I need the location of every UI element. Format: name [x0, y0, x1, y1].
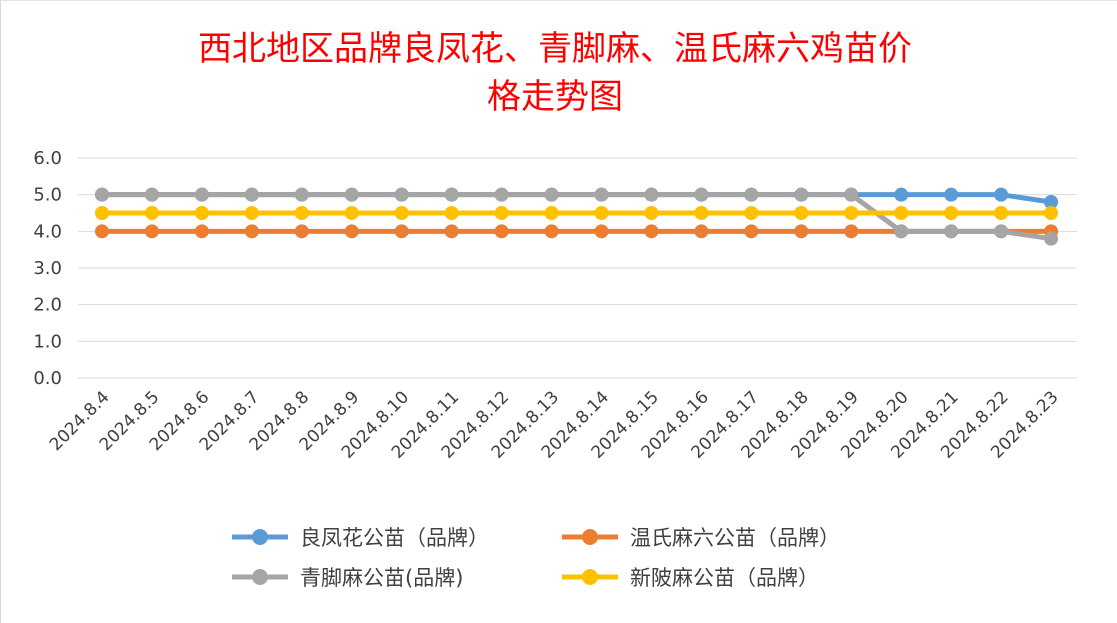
series-line	[99, 192, 1054, 242]
data-point	[794, 224, 809, 239]
chart-title-line-2: 格走势图	[487, 77, 623, 117]
data-point	[494, 187, 509, 202]
data-point	[344, 187, 359, 202]
gridlines	[78, 157, 1077, 379]
data-point	[194, 187, 209, 202]
y-tick-label: 3.0	[33, 258, 62, 279]
data-point	[95, 206, 109, 220]
legend-marker	[582, 529, 598, 545]
data-point	[594, 187, 609, 202]
legend-marker	[252, 569, 268, 585]
data-point	[494, 206, 509, 220]
data-point	[144, 224, 159, 239]
series-2	[95, 224, 1059, 239]
data-point	[95, 224, 109, 239]
data-point	[194, 206, 209, 220]
data-point	[344, 224, 359, 239]
data-point	[744, 187, 759, 202]
data-point	[744, 206, 759, 220]
data-point	[644, 206, 659, 220]
data-point	[844, 187, 859, 202]
legend-item: 温氏麻六公苗（品牌）	[562, 526, 840, 550]
legend-item: 新陂麻公苗（品牌）	[562, 566, 819, 590]
chart-title-line-1: 西北地区品牌良凤花、青脚麻、温氏麻六鸡苗价	[198, 29, 912, 69]
legend-item: 良凤花公苗（品牌）	[232, 526, 489, 550]
series-4	[95, 206, 1059, 220]
data-point	[794, 206, 809, 220]
y-tick-label: 5.0	[33, 185, 62, 206]
legend-marker	[582, 569, 598, 585]
y-tick-label: 2.0	[33, 295, 62, 316]
data-point	[594, 224, 609, 239]
data-point	[894, 206, 909, 220]
data-point	[944, 206, 959, 220]
legend-label: 青脚麻公苗(品牌)	[300, 566, 463, 590]
y-tick-label: 6.0	[33, 148, 62, 169]
data-point	[1044, 195, 1059, 209]
data-point	[394, 187, 409, 202]
legend-label: 新陂麻公苗（品牌）	[630, 566, 819, 590]
data-point	[894, 187, 909, 202]
data-point	[294, 224, 309, 239]
y-axis-ticks: 0.0 1.0 2.0 3.0 4.0 5.0 6.0	[33, 148, 62, 389]
data-point	[194, 224, 209, 239]
legend-marker	[252, 529, 268, 545]
data-point	[394, 224, 409, 239]
data-point	[294, 187, 309, 202]
series-3	[95, 187, 1059, 246]
data-point	[344, 206, 359, 220]
data-point	[994, 187, 1009, 202]
data-point	[944, 224, 959, 239]
data-point	[444, 224, 459, 239]
data-point	[144, 187, 159, 202]
data-point	[944, 187, 959, 202]
data-point	[644, 224, 659, 239]
data-point	[444, 187, 459, 202]
data-point	[794, 187, 809, 202]
data-point	[694, 224, 709, 239]
series-1	[95, 187, 1059, 209]
legend-label: 温氏麻六公苗（品牌）	[630, 526, 840, 550]
data-point	[95, 187, 109, 202]
legend-item: 青脚麻公苗(品牌)	[232, 566, 463, 590]
y-tick-label: 4.0	[33, 221, 62, 242]
data-point	[394, 206, 409, 220]
data-point	[244, 224, 259, 239]
x-axis-ticks: 2024.8.42024.8.52024.8.62024.8.72024.8.8…	[46, 387, 1063, 462]
y-tick-label: 1.0	[33, 331, 62, 352]
y-tick-label: 0.0	[33, 368, 62, 389]
data-point	[844, 224, 859, 239]
data-point	[294, 206, 309, 220]
data-point	[1044, 206, 1059, 220]
data-point	[144, 206, 159, 220]
data-point	[694, 187, 709, 202]
legend-label: 良凤花公苗（品牌）	[300, 526, 489, 550]
data-point	[644, 187, 659, 202]
data-point	[544, 206, 559, 220]
series-lines	[95, 187, 1059, 246]
data-point	[694, 206, 709, 220]
data-point	[244, 206, 259, 220]
data-point	[544, 187, 559, 202]
data-point	[894, 224, 909, 239]
data-point	[994, 206, 1009, 220]
legend: 良凤花公苗（品牌） 温氏麻六公苗（品牌） 青脚麻公苗(品牌) 新陂麻公苗（品牌）	[232, 526, 840, 590]
data-point	[744, 224, 759, 239]
data-point	[544, 224, 559, 239]
data-point	[994, 224, 1009, 239]
data-point	[844, 206, 859, 220]
data-point	[244, 187, 259, 202]
data-point	[444, 206, 459, 220]
data-point	[494, 224, 509, 239]
data-point	[594, 206, 609, 220]
data-point	[1044, 231, 1059, 246]
